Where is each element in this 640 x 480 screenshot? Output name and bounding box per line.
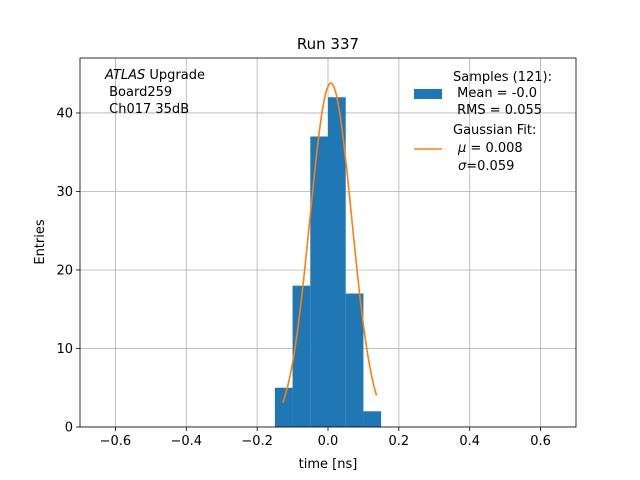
x-tick-label: −0.6 xyxy=(100,434,132,449)
histogram-bar xyxy=(274,387,293,427)
legend-samples-patch xyxy=(414,89,442,99)
y-tick-label: 40 xyxy=(56,106,73,121)
svg-text:ATLAS Upgrade: ATLAS Upgrade xyxy=(104,68,205,83)
histogram-bar xyxy=(292,285,311,427)
y-tick-label: 10 xyxy=(56,342,73,357)
legend-fit-sigma-value: =0.059 xyxy=(466,159,514,174)
x-axis-ticks: −0.6 −0.4 −0.2 0.0 0.2 0.4 0.6 xyxy=(100,427,551,449)
y-tick-label: 0 xyxy=(65,421,73,436)
atlas-annotation: ATLAS Upgrade Board259 Ch017 35dB xyxy=(104,68,205,117)
legend-fit-title: Gaussian Fit: xyxy=(453,123,536,138)
histogram-bar xyxy=(310,136,328,428)
x-tick-label: 0.4 xyxy=(459,434,480,449)
histogram-bars xyxy=(274,97,382,428)
histogram-bar xyxy=(345,293,364,427)
legend-samples-title: Samples (121): xyxy=(453,70,552,85)
x-tick-label: −0.2 xyxy=(241,434,273,449)
x-tick-label: −0.4 xyxy=(170,434,202,449)
legend: Samples (121): Mean = -0.0 RMS = 0.055 G… xyxy=(414,70,552,174)
legend-fit-mu-symbol: μ xyxy=(457,141,466,156)
x-tick-label: 0.2 xyxy=(389,434,410,449)
annotation-board: Board259 xyxy=(105,85,172,100)
histogram-bar xyxy=(363,411,382,427)
legend-samples-rms: RMS = 0.055 xyxy=(453,103,542,118)
chart-title: Run 337 xyxy=(297,35,359,53)
svg-text:μ = 0.008: μ = 0.008 xyxy=(457,141,523,156)
x-tick-label: 0.0 xyxy=(318,434,339,449)
histogram-bar xyxy=(328,97,346,428)
y-tick-label: 30 xyxy=(56,185,73,200)
y-axis-label: Entries xyxy=(33,219,48,265)
x-tick-label: 0.6 xyxy=(530,434,551,449)
annotation-channel: Ch017 35dB xyxy=(105,102,189,117)
gaussian-fit-line xyxy=(281,82,378,404)
legend-fit-sigma-symbol: σ xyxy=(458,159,467,174)
svg-text:σ=0.059: σ=0.059 xyxy=(458,159,514,174)
annotation-atlas: ATLAS xyxy=(104,68,145,83)
y-axis-ticks: 0 10 20 30 40 xyxy=(56,106,80,436)
y-tick-label: 20 xyxy=(56,263,73,278)
x-axis-label: time [ns] xyxy=(299,457,358,472)
legend-samples-mean: Mean = -0.0 xyxy=(453,86,537,101)
legend-fit-mu-value: = 0.008 xyxy=(466,141,522,156)
annotation-upgrade: Upgrade xyxy=(145,68,205,83)
gaussian-fit-curve xyxy=(281,82,378,404)
